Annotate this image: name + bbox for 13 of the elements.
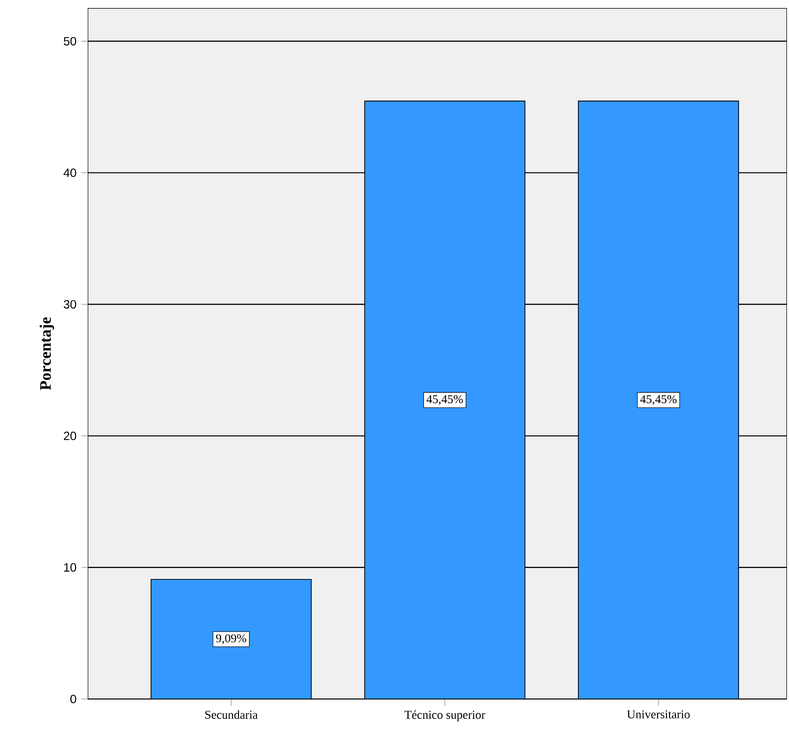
y-tick-label: 30 — [64, 300, 76, 309]
data-label: 45,45% — [640, 395, 677, 405]
y-axis-title: Porcentaje — [40, 317, 54, 390]
x-tick-label: Universitario — [627, 710, 690, 718]
data-label: 45,45% — [426, 395, 463, 405]
y-tick-label: 50 — [64, 36, 76, 46]
y-tick-label: 40 — [64, 168, 76, 178]
x-tick-label: Técnico superior — [404, 710, 486, 722]
x-tick-label: Secundaria — [205, 710, 258, 719]
y-tick-label: 20 — [64, 432, 76, 440]
y-tick-label: 0 — [70, 694, 76, 704]
y-tick-label: 10 — [64, 563, 76, 572]
data-label: 9,09% — [216, 634, 246, 644]
